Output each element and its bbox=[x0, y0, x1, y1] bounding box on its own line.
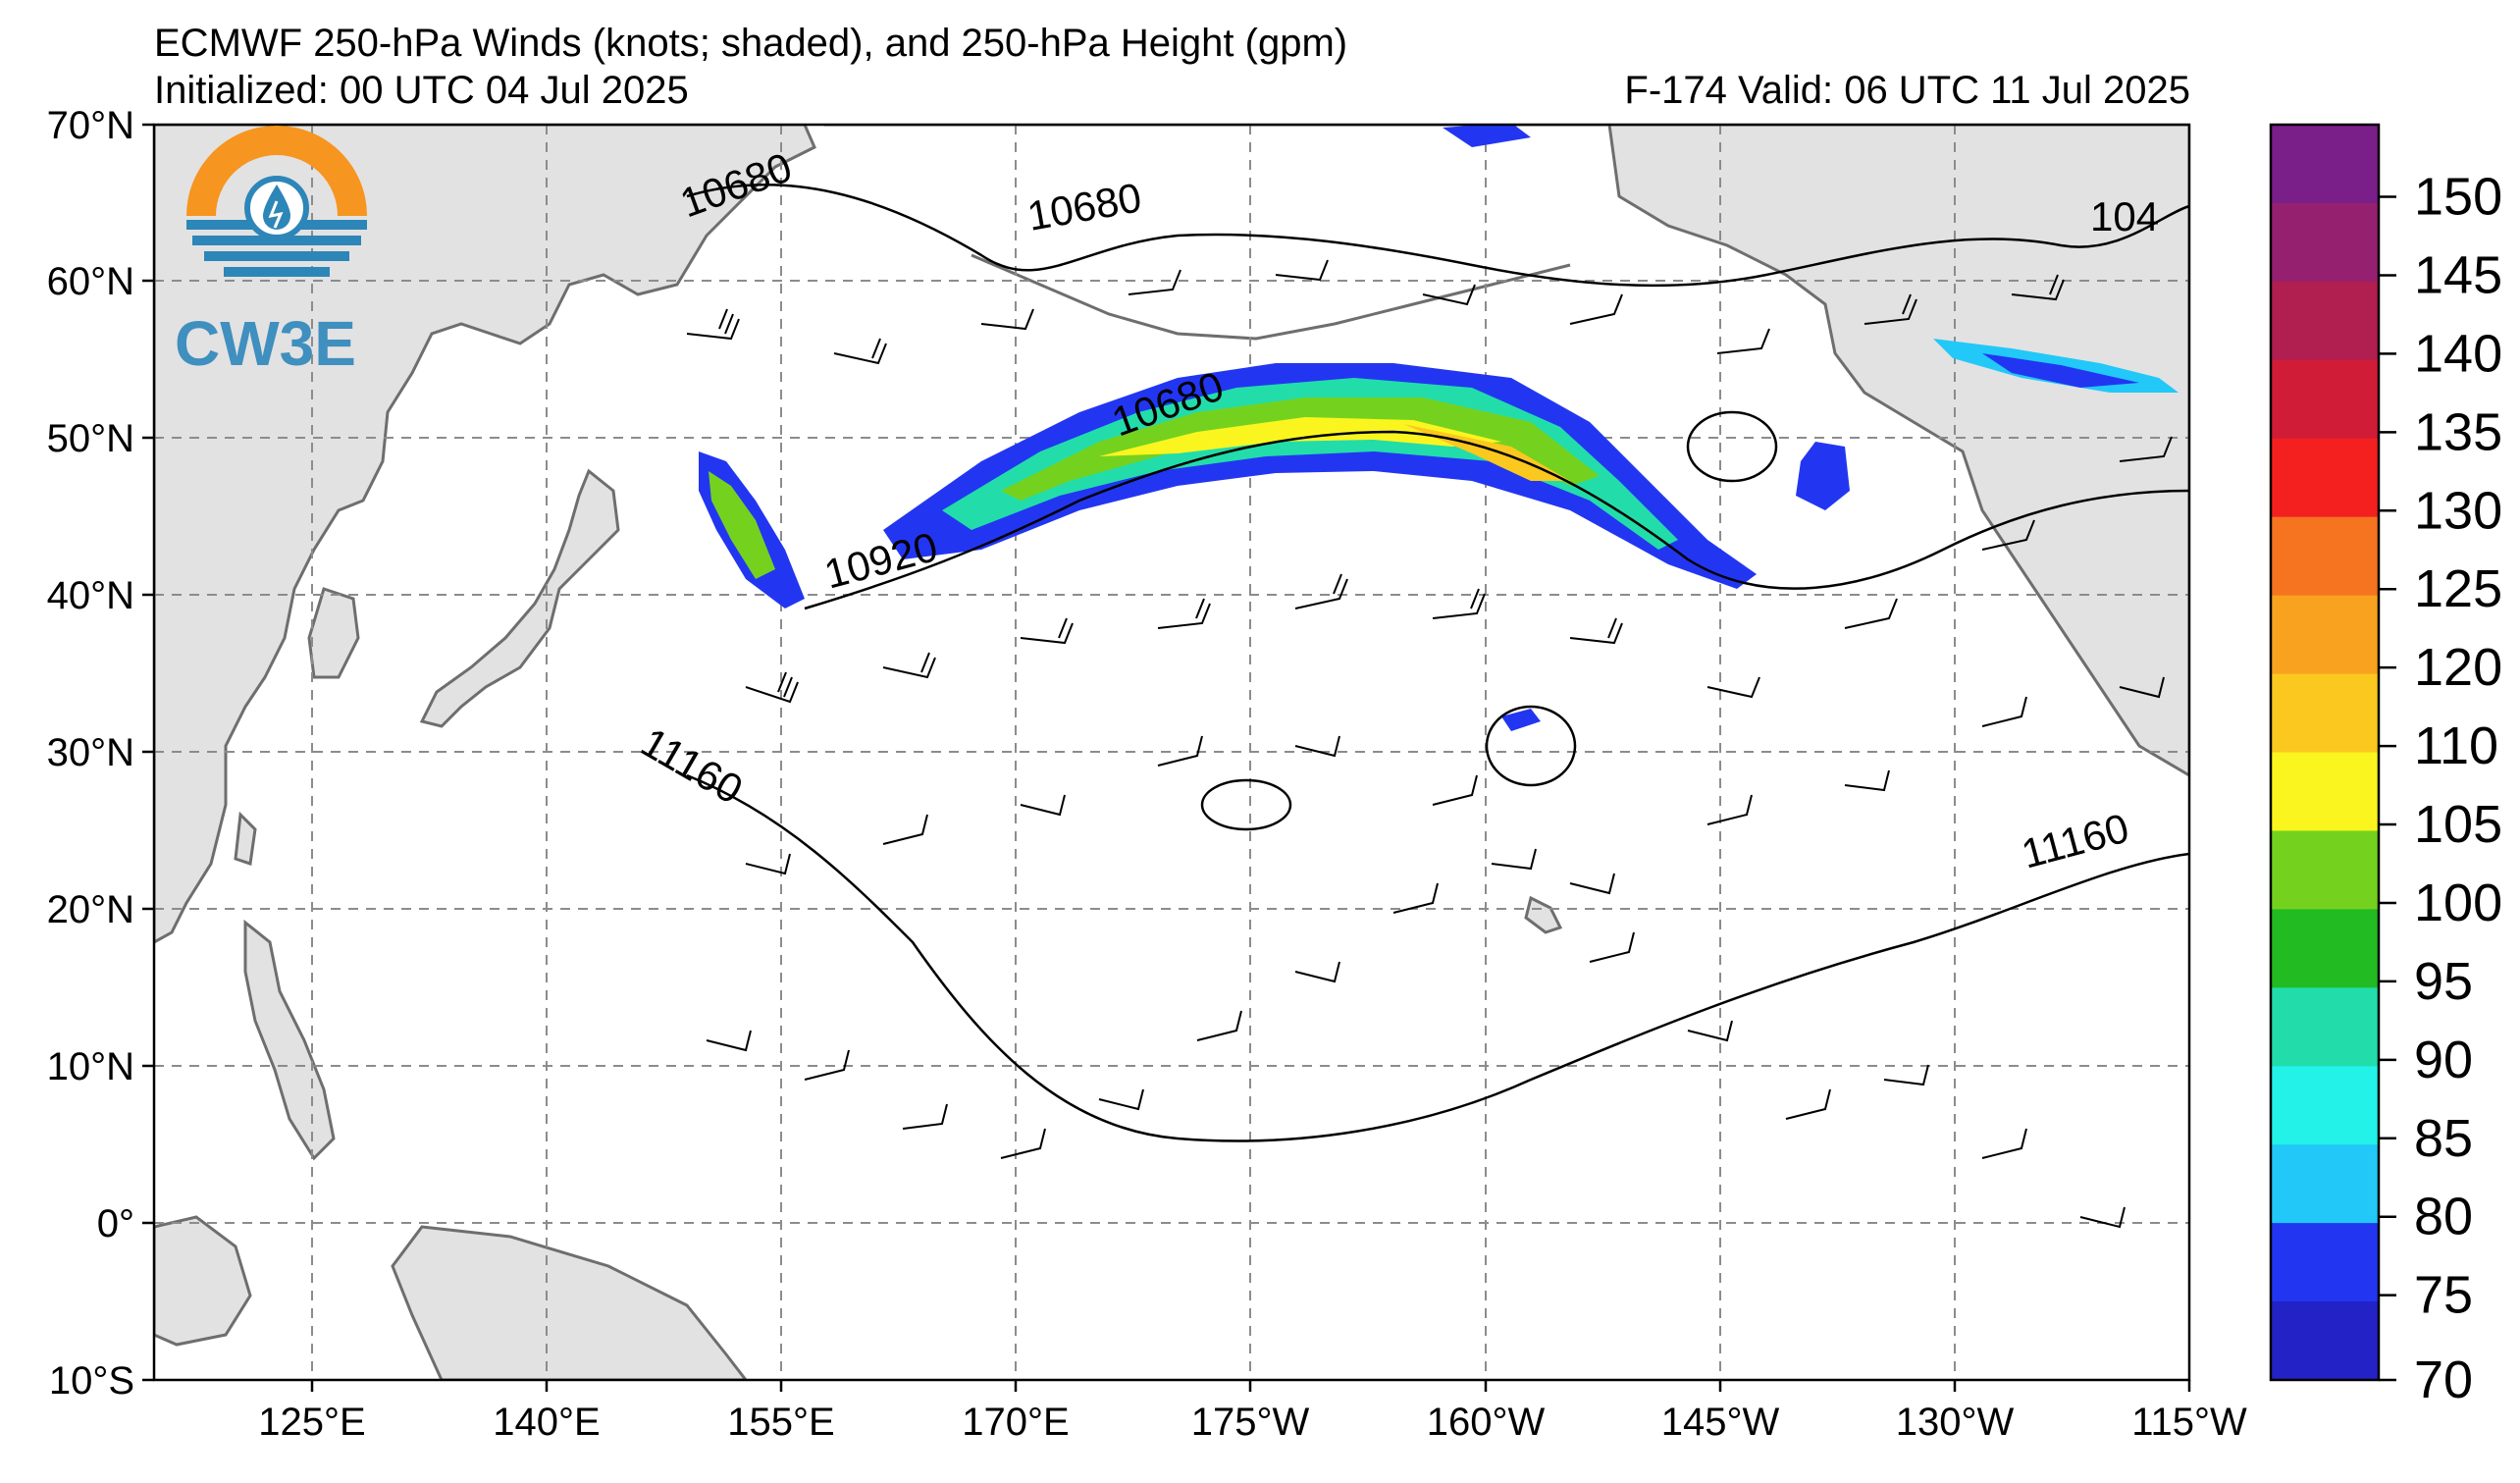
west-jet-blob-core bbox=[709, 471, 775, 579]
colorbar-swatch bbox=[2271, 909, 2379, 988]
lat-label: 60°N bbox=[47, 260, 134, 303]
asia-land bbox=[154, 125, 816, 944]
lat-label: 0° bbox=[97, 1202, 134, 1245]
alaska-land bbox=[824, 125, 2189, 777]
colorbar-label: 140 bbox=[2414, 324, 2502, 383]
colorbar-label: 120 bbox=[2414, 638, 2502, 697]
jet-core-110kt bbox=[1099, 417, 1501, 456]
colorbar-swatch bbox=[2271, 359, 2379, 440]
init-time: Initialized: 00 UTC 04 Jul 2025 bbox=[154, 69, 689, 112]
logo-orange-arc bbox=[186, 126, 367, 216]
lat-label: 30°N bbox=[47, 731, 134, 774]
lat-label: 70°N bbox=[47, 104, 134, 147]
colorbar-label: 90 bbox=[2414, 1031, 2473, 1089]
colorbar-swatch bbox=[2271, 1144, 2379, 1224]
japan-land bbox=[419, 468, 620, 728]
logo-text: CW3E bbox=[175, 308, 356, 379]
colorbar-label: 70 bbox=[2414, 1351, 2473, 1409]
colorbar-label: 100 bbox=[2414, 874, 2502, 932]
colorbar-label: 95 bbox=[2414, 952, 2473, 1011]
bc-blob bbox=[1796, 442, 1850, 510]
land-masses bbox=[154, 125, 2189, 1380]
lat-label: 20°N bbox=[47, 888, 134, 931]
lon-label: 115°W bbox=[2131, 1401, 2247, 1444]
colorbar-label: 150 bbox=[2414, 168, 2502, 227]
lat-ticks bbox=[142, 123, 154, 1382]
lon-ticks bbox=[310, 1380, 2191, 1392]
lon-label: 145°W bbox=[1661, 1401, 1780, 1444]
contour-10680 bbox=[686, 183, 2189, 288]
lat-label: 40°N bbox=[47, 574, 134, 617]
lon-label: 175°W bbox=[1191, 1401, 1310, 1444]
colorbar-label: 130 bbox=[2414, 481, 2502, 540]
central-closed-contour bbox=[1485, 705, 1577, 787]
colorbar-swatch bbox=[2271, 1066, 2379, 1145]
korea-land bbox=[307, 587, 360, 679]
colorbar-label: 80 bbox=[2414, 1188, 2473, 1246]
colorbar-label: 135 bbox=[2414, 402, 2502, 461]
graticule bbox=[154, 125, 2189, 1380]
lat-labels: 70°N 60°N 50°N 40°N 30°N 20°N 10°N 0° 10… bbox=[47, 104, 134, 1403]
wind-barbs bbox=[686, 259, 2173, 1229]
bering-blob bbox=[1443, 125, 1531, 147]
new-guinea-land bbox=[391, 1225, 748, 1380]
colorbar-label: 110 bbox=[2414, 716, 2498, 775]
colorbar-swatch bbox=[2271, 281, 2379, 361]
borneo-land bbox=[154, 1215, 252, 1347]
aleutian-chain bbox=[971, 253, 1571, 341]
contour-label-104: 104 bbox=[2090, 193, 2159, 239]
central-pacific-blob bbox=[1501, 709, 1541, 731]
colorbar-label: 125 bbox=[2414, 559, 2502, 618]
colorbar-label: 145 bbox=[2414, 245, 2502, 304]
colorbar-swatch bbox=[2271, 1301, 2379, 1381]
taiwan-land bbox=[234, 811, 257, 866]
closed-high bbox=[1200, 778, 1292, 831]
colorbar-swatch bbox=[2271, 1223, 2379, 1302]
colorbar-swatch bbox=[2271, 673, 2379, 753]
logo-drop-icon bbox=[263, 185, 290, 230]
colorbar-swatch bbox=[2271, 125, 2379, 204]
map-title: ECMWF 250-hPa Winds (knots; shaded), and… bbox=[154, 22, 1348, 65]
colorbar-label: 105 bbox=[2414, 795, 2502, 854]
valid-time: F-174 Valid: 06 UTC 11 Jul 2025 bbox=[1624, 69, 2190, 112]
height-contours bbox=[686, 183, 2189, 1142]
cw3e-logo: CW3E bbox=[175, 126, 367, 379]
colorbar-swatch bbox=[2271, 516, 2379, 597]
lat-label: 10°S bbox=[49, 1359, 134, 1403]
lon-label: 125°E bbox=[258, 1401, 365, 1444]
colorbar-label: 75 bbox=[2414, 1266, 2473, 1325]
colorbar: 150 145 140 135 130 125 120 110 105 100 95 90 85 80 75… bbox=[2269, 123, 2502, 1409]
contour-11160 bbox=[686, 773, 2189, 1142]
lon-label: 130°W bbox=[1896, 1401, 2015, 1444]
nw-america-jet-core bbox=[1982, 353, 2139, 388]
contour-10920 bbox=[804, 430, 2189, 610]
jet-band-100kt bbox=[1001, 397, 1600, 501]
colorbar-swatch bbox=[2271, 830, 2379, 910]
colorbar-label: 85 bbox=[2414, 1109, 2473, 1168]
colorbar-swatch bbox=[2271, 595, 2379, 675]
lon-label: 140°E bbox=[493, 1401, 600, 1444]
colorbar-swatch bbox=[2271, 987, 2379, 1067]
hawaii-islands bbox=[1524, 895, 1563, 934]
lat-label: 10°N bbox=[47, 1045, 134, 1088]
lon-label: 160°W bbox=[1427, 1401, 1546, 1444]
colorbar-frame bbox=[2269, 123, 2381, 1382]
colorbar-swatch bbox=[2271, 438, 2379, 518]
lon-labels: 125°E 140°E 155°E 170°E 175°W 160°W 145°… bbox=[258, 1401, 2247, 1444]
colorbar-swatch bbox=[2271, 752, 2379, 831]
closed-low bbox=[1686, 410, 1778, 483]
lon-label: 155°E bbox=[727, 1401, 834, 1444]
lon-label: 170°E bbox=[962, 1401, 1069, 1444]
colorbar-swatch bbox=[2271, 202, 2379, 283]
lat-label: 50°N bbox=[47, 417, 134, 460]
